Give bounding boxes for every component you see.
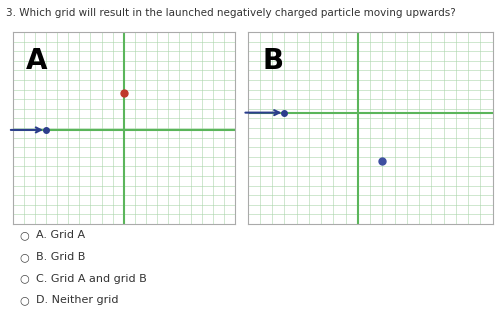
Text: ○: ○ [19, 230, 29, 240]
Text: ○: ○ [19, 274, 29, 284]
Text: A: A [26, 47, 48, 76]
Text: A. Grid A: A. Grid A [36, 230, 85, 240]
Text: ○: ○ [19, 295, 29, 306]
Text: C. Grid A and grid B: C. Grid A and grid B [36, 274, 147, 284]
Text: B: B [262, 47, 283, 76]
Text: ○: ○ [19, 252, 29, 262]
Text: 3. Which grid will result in the launched negatively charged particle moving upw: 3. Which grid will result in the launche… [6, 8, 456, 18]
Text: D. Neither grid: D. Neither grid [36, 295, 118, 306]
Text: B. Grid B: B. Grid B [36, 252, 86, 262]
